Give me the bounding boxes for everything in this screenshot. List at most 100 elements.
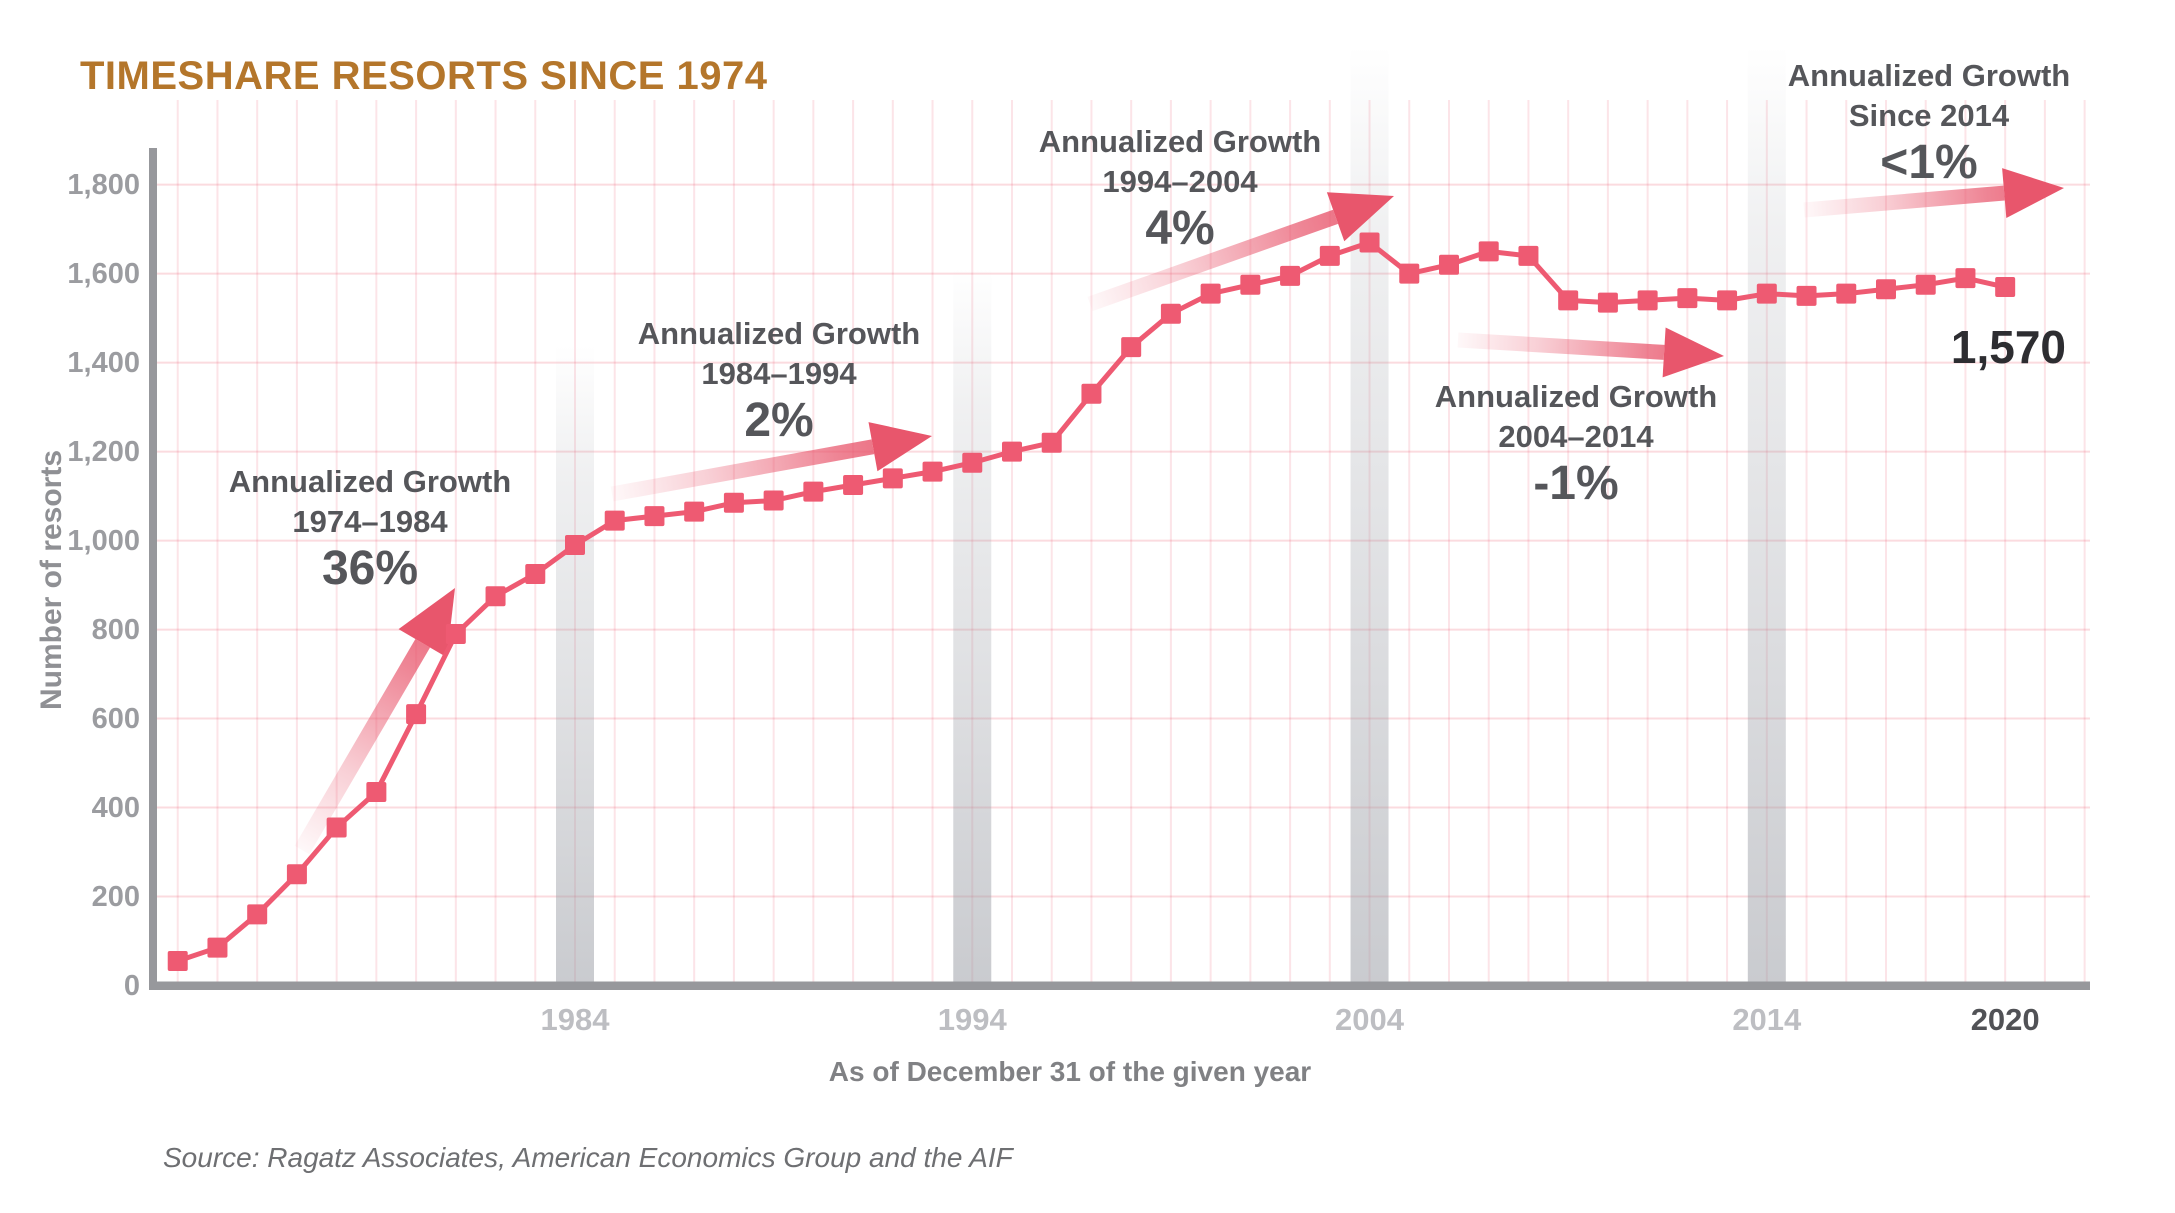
y-tick-label: 800 (91, 613, 140, 646)
data-point-marker (1717, 290, 1738, 311)
data-point-marker (882, 468, 903, 489)
x-tick-label: 2014 (1732, 1002, 1802, 1037)
data-point-marker (1319, 245, 1340, 266)
data-point-marker (684, 501, 705, 522)
y-tick-label: 1,600 (67, 257, 140, 290)
annotation-rate: 2% (744, 394, 814, 447)
growth-arrow-head (1662, 327, 1724, 378)
growth-arrow-head (2002, 168, 2064, 218)
data-point-marker (485, 586, 506, 607)
data-point-marker (1081, 383, 1102, 404)
annotation-label: Annualized Growth (1434, 379, 1718, 414)
data-point-marker (1001, 441, 1022, 462)
data-point-marker (1121, 337, 1142, 358)
y-tick-label: 1,000 (67, 524, 140, 557)
data-point-marker (803, 481, 824, 502)
annotation-rate: <1% (1880, 136, 1978, 189)
data-point-marker (1677, 288, 1698, 309)
data-point-marker (1518, 245, 1539, 266)
data-point-marker (406, 704, 427, 725)
annotation-growth-since-2014: Annualized Growth Since 2014 <1% (1649, 56, 2175, 190)
data-point-marker (1915, 274, 1936, 295)
data-point-marker (1836, 283, 1857, 304)
data-point-marker (207, 937, 228, 958)
data-point-marker (1041, 432, 1062, 453)
x-axis-caption: As of December 31 of the given year (828, 1056, 1312, 1087)
annotation-period: Since 2014 (1848, 98, 2010, 133)
annotation-rate: 4% (1145, 202, 1215, 255)
growth-arrow-shaft (294, 638, 431, 855)
data-point-marker (1438, 254, 1459, 275)
y-tick-label: 400 (91, 791, 140, 824)
annotation-period: 1974–1984 (292, 504, 448, 539)
x-tick-label: 1994 (937, 1002, 1007, 1037)
data-point-marker (565, 535, 585, 556)
growth-arrow-head (398, 588, 455, 658)
y-tick-label: 1,400 (67, 346, 140, 379)
data-point-marker (326, 817, 347, 838)
annotation-growth-1994-2004: Annualized Growth 1994–2004 4% (900, 122, 1460, 256)
x-tick-label: 2004 (1335, 1002, 1405, 1037)
annotation-label: Annualized Growth (228, 464, 512, 499)
annotation-label: Annualized Growth (1787, 58, 2071, 93)
data-point-marker (1240, 274, 1261, 295)
y-tick-label: 1,800 (67, 168, 140, 201)
annotation-period: 2004–2014 (1498, 419, 1654, 454)
annotation-rate: -1% (1533, 457, 1619, 510)
data-point-marker (1955, 268, 1976, 289)
growth-arrow-head (868, 422, 932, 472)
data-point-marker (1399, 263, 1420, 284)
y-axis-line (149, 148, 157, 990)
final-value-label: 1,570 (1950, 321, 2066, 373)
data-point-marker (525, 563, 546, 584)
data-point-marker (1796, 285, 1817, 306)
x-tick-label: 1984 (540, 1002, 610, 1037)
data-point-marker (445, 624, 466, 645)
data-point-marker (167, 951, 188, 972)
data-point-marker (604, 510, 625, 531)
data-point-marker (1280, 265, 1301, 286)
annotation-period: 1994–2004 (1102, 164, 1258, 199)
data-point-marker (1160, 303, 1181, 324)
annotation-label: Annualized Growth (1038, 124, 1322, 159)
annotation-period: 1984–1994 (701, 356, 857, 391)
y-tick-label: 600 (91, 702, 140, 735)
data-point-marker (286, 864, 307, 885)
x-tick-label: 2020 (1970, 1002, 2040, 1037)
data-point-marker (1359, 232, 1380, 253)
data-point-marker (247, 904, 268, 925)
y-tick-label: 1,200 (67, 435, 140, 468)
decade-highlight-band (953, 268, 992, 982)
decade-highlight-band (1747, 46, 1786, 982)
data-point-marker (1597, 292, 1618, 313)
source-attribution: Source: Ragatz Associates, American Econ… (163, 1142, 1013, 1173)
y-tick-label: 0 (123, 969, 140, 1002)
annotation-rate: 36% (321, 542, 419, 595)
data-point-marker (1558, 290, 1579, 311)
data-point-marker (723, 492, 744, 513)
growth-arrow-shaft (1803, 185, 2005, 218)
data-point-marker (1478, 241, 1499, 262)
annotation-growth-1984-1994: Annualized Growth 1984–1994 2% (499, 314, 1059, 448)
annotation-growth-2004-2014: Annualized Growth 2004–2014 -1% (1296, 377, 1856, 511)
x-axis-line (149, 981, 2090, 990)
data-point-marker (763, 490, 784, 511)
data-point-marker (644, 506, 665, 527)
data-point-marker (1637, 290, 1658, 311)
data-point-marker (843, 474, 864, 495)
data-point-marker (1200, 283, 1221, 304)
growth-arrow-shaft (1457, 332, 1665, 360)
y-tick-label: 200 (91, 880, 140, 913)
data-point-marker (1995, 277, 2016, 298)
decade-highlight-band (556, 345, 594, 982)
growth-arrow-shaft (1087, 209, 1339, 312)
data-point-marker (1875, 279, 1896, 300)
data-point-marker (1756, 283, 1777, 304)
annotation-label: Annualized Growth (637, 316, 921, 351)
growth-arrow-head (1326, 192, 1394, 242)
page-title: TIMESHARE RESORTS SINCE 1974 (80, 54, 768, 98)
annotation-growth-1974-1984: Annualized Growth 1974–1984 36% (90, 462, 650, 596)
data-point-marker (366, 781, 387, 802)
